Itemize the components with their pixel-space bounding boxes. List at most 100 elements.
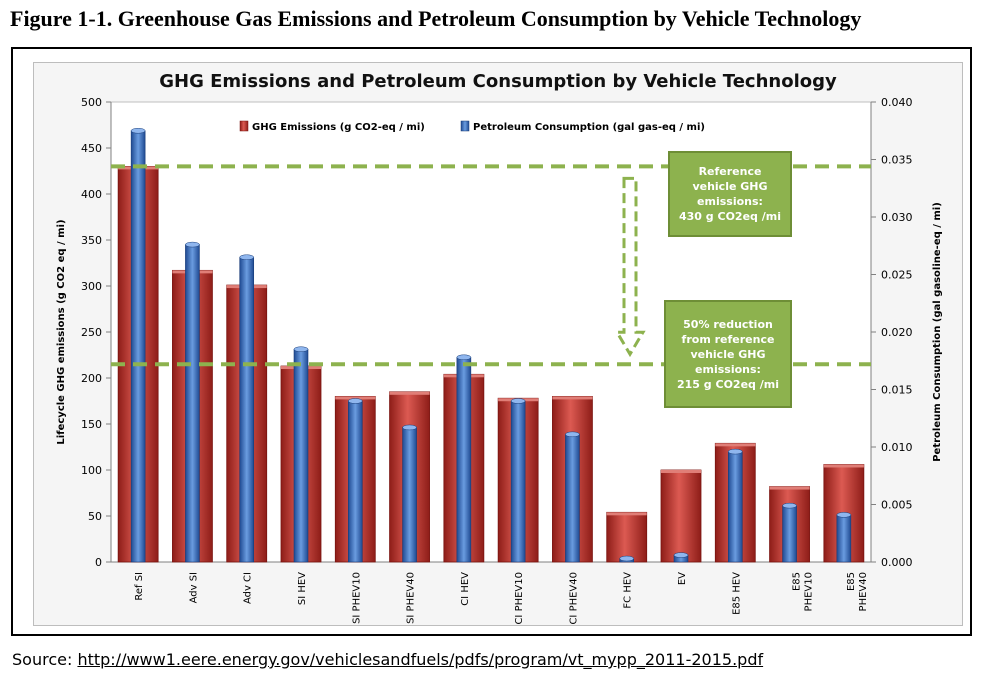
x-tick-label: SI PHEV10 [351, 572, 362, 624]
y-tick-label: 0 [95, 556, 102, 569]
y-tick-label: 450 [81, 142, 102, 155]
petroleum-bar [293, 348, 309, 563]
reduction-arrow [614, 176, 646, 358]
y-axis-title: Lifecycle GHG emissions (g CO2 eq / mi) [56, 219, 67, 444]
ghg-bar-cap [335, 396, 376, 400]
petroleum-bar-cap [348, 398, 363, 404]
legend-swatch-petroleum [460, 120, 470, 132]
x-tick-label: Adv CI [243, 572, 254, 604]
x-tick-label-line: E85 [846, 572, 857, 591]
y2-tick-label: 0.035 [881, 154, 913, 167]
x-tick-label-line: CI PHEV10 [514, 572, 525, 625]
ghg-bar-cap [552, 396, 593, 400]
source-link[interactable]: http://www1.eere.energy.gov/vehiclesandf… [77, 650, 764, 669]
petroleum-bar [402, 427, 417, 563]
ghg-bar [606, 511, 648, 563]
y2-tick-label: 0.005 [881, 499, 913, 512]
ghg-bar-cap [823, 464, 864, 468]
petroleum-bar-cap [510, 398, 526, 404]
x-tick-label-line: EV [677, 572, 688, 585]
y-tick-label: 350 [81, 234, 102, 247]
petroleum-bar [347, 400, 363, 563]
petroleum-bar-cap [293, 346, 309, 352]
petroleum-bar-cap [728, 448, 743, 455]
petroleum-bar-cap [619, 555, 634, 562]
y2-tick-label: 0.010 [881, 441, 913, 454]
reference-callout: Reference vehicle GHG emissions: 430 g C… [668, 151, 792, 237]
legend-label-petroleum: Petroleum Consumption (gal gas-eq / mi) [473, 122, 705, 133]
reduction-callout: 50% reduction from reference vehicle GHG… [664, 300, 792, 408]
petroleum-bar [185, 244, 200, 563]
ghg-bar-cap [606, 512, 647, 516]
chart-title: GHG Emissions and Petroleum Consumption … [159, 71, 837, 92]
x-tick-label-line: Adv SI [188, 572, 199, 603]
x-tick-label: E85 HEV [731, 572, 742, 615]
source-label: Source: [12, 650, 78, 669]
y-tick-label: 200 [81, 372, 102, 385]
petroleum-bar-cap [782, 502, 797, 509]
x-tick-label: CI HEV [460, 572, 471, 606]
petroleum-bar-cap [673, 552, 689, 558]
y2-axis-title: Petroleum Consumption (gal gasoline-eq /… [932, 202, 943, 462]
petroleum-bar [130, 130, 146, 563]
y-tick-label: 300 [81, 280, 102, 293]
petroleum-bar [836, 514, 852, 563]
y2-tick-label: 0.015 [881, 384, 913, 397]
x-tick-label-line: CI HEV [460, 572, 471, 606]
x-tick-label: FC HEV [623, 572, 634, 609]
ghg-bar [660, 469, 702, 563]
x-tick-label: E85PHEV40 [846, 572, 869, 611]
legend-swatch-ghg [239, 120, 249, 132]
x-tick-label: Ref SI [134, 572, 145, 601]
petroleum-bar [565, 434, 580, 563]
petroleum-bar-cap [456, 354, 472, 361]
x-tick-label-line: SI PHEV40 [406, 572, 417, 624]
x-tick-label-line: Ref SI [134, 572, 145, 601]
x-tick-label-line: SI PHEV10 [351, 572, 362, 624]
y2-tick-label: 0.000 [881, 556, 913, 569]
petroleum-bar [510, 400, 526, 563]
x-tick-label: SI HEV [297, 572, 308, 605]
y-tick-label: 400 [81, 188, 102, 201]
x-tick-label: EV [677, 572, 688, 585]
x-tick-label-line: SI HEV [297, 572, 308, 605]
x-tick-label-line: PHEV10 [804, 572, 815, 611]
x-tick-label: CI PHEV10 [514, 572, 525, 625]
x-tick-label-line: FC HEV [623, 572, 634, 609]
petroleum-bar [239, 256, 255, 563]
x-tick-label: SI PHEV40 [406, 572, 417, 624]
petroleum-bar-cap [565, 431, 580, 438]
x-tick-label: CI PHEV40 [568, 572, 579, 625]
x-tick-label-line: PHEV40 [858, 572, 869, 611]
petroleum-bar [456, 356, 472, 563]
petroleum-bar-cap [239, 254, 254, 260]
x-tick-label-line: CI PHEV40 [568, 572, 579, 625]
y2-tick-label: 0.020 [881, 326, 913, 339]
x-tick-label: E85PHEV10 [792, 572, 815, 611]
y-tick-label: 150 [81, 418, 102, 431]
petroleum-bar [782, 505, 797, 563]
petroleum-bar-cap [130, 128, 146, 134]
ghg-bar-cap [715, 443, 756, 447]
legend-label-ghg: GHG Emissions (g CO2-eq / mi) [252, 122, 425, 133]
y2-tick-label: 0.025 [881, 269, 913, 282]
x-tick-label-line: E85 [792, 572, 803, 591]
petroleum-bar-cap [185, 241, 200, 248]
figure-title: Figure 1-1. Greenhouse Gas Emissions and… [10, 6, 862, 31]
y2-tick-label: 0.040 [881, 96, 913, 109]
ghg-bar-cap [769, 486, 810, 490]
x-tick-label-line: Adv CI [243, 572, 254, 604]
petroleum-bar [727, 451, 743, 563]
x-tick-label-line: E85 HEV [731, 572, 742, 615]
ghg-bar-cap [389, 391, 430, 395]
y-tick-label: 500 [81, 96, 102, 109]
y-tick-label: 250 [81, 326, 102, 339]
petroleum-bar-cap [402, 424, 417, 431]
petroleum-bar-cap [836, 512, 852, 518]
y-tick-label: 50 [88, 510, 102, 523]
x-tick-label: Adv SI [188, 572, 199, 603]
ghg-bar-cap [661, 470, 701, 473]
y-tick-label: 100 [81, 464, 102, 477]
y2-tick-label: 0.030 [881, 211, 913, 224]
